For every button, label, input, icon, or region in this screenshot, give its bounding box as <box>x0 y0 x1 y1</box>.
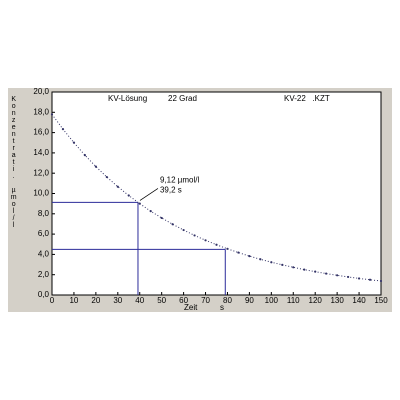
y-tick-label: 16,0 <box>33 128 49 137</box>
header-text: KV-22 .KZT <box>284 94 330 103</box>
data-point <box>182 228 185 232</box>
x-tick-label: 80 <box>223 296 232 305</box>
data-point <box>325 272 328 275</box>
y-tick-label: 10,0 <box>33 189 49 198</box>
x-tick-label: 140 <box>352 296 366 305</box>
y-axis-label: Konzentrati. µmol/l <box>10 96 17 229</box>
data-point <box>127 194 130 197</box>
annotation: 9,12 µmol/l <box>160 176 200 185</box>
data-point <box>171 223 174 226</box>
header-text: 22 Grad <box>168 94 197 103</box>
data-point <box>259 258 262 261</box>
data-point <box>237 251 240 254</box>
x-tick-label: 50 <box>157 296 166 305</box>
x-axis-unit: s <box>220 303 224 312</box>
y-tick-label: 4,0 <box>38 250 50 259</box>
x-tick-label: 30 <box>113 296 122 305</box>
data-point <box>379 279 383 283</box>
x-tick-label: 10 <box>69 296 78 305</box>
x-tick-label: 70 <box>201 296 210 305</box>
data-point <box>248 255 251 258</box>
data-point <box>215 243 218 246</box>
data-point <box>61 128 65 131</box>
y-tick-label: 0,0 <box>38 290 50 299</box>
x-tick-label: 120 <box>309 296 323 305</box>
y-tick-label: 20,0 <box>33 87 49 96</box>
data-point <box>336 274 339 277</box>
data-point <box>72 141 76 144</box>
y-tick-label: 14,0 <box>33 148 49 157</box>
data-point <box>138 202 141 205</box>
data-point <box>160 216 163 220</box>
data-point <box>193 234 196 237</box>
data-point <box>368 278 372 281</box>
y-tick-label: 8,0 <box>38 209 50 218</box>
x-tick-label: 60 <box>179 296 188 305</box>
data-point <box>347 275 350 279</box>
plot-area <box>51 91 382 296</box>
data-point <box>116 185 119 188</box>
data-point <box>226 247 229 250</box>
data-point <box>270 261 273 264</box>
x-tick-label: 130 <box>330 296 344 305</box>
data-point <box>50 113 54 116</box>
data-point <box>105 175 108 179</box>
y-tick-label: 18,0 <box>33 107 49 116</box>
y-tick-label: 2,0 <box>38 270 50 279</box>
data-point <box>149 210 152 213</box>
data-point <box>83 154 86 157</box>
y-tick-label: 12,0 <box>33 168 49 177</box>
data-point <box>292 266 295 269</box>
annotation: 39,2 s <box>160 186 182 195</box>
x-tick-label: 40 <box>135 296 144 305</box>
x-tick-label: 110 <box>287 296 300 305</box>
data-point <box>357 277 361 280</box>
data-point <box>303 268 306 271</box>
x-tick-label: 0 <box>50 296 55 305</box>
x-tick-label: 100 <box>265 296 279 305</box>
annotation-arrow <box>139 188 159 201</box>
y-tick-label: 6,0 <box>38 229 50 238</box>
data-point <box>314 270 317 273</box>
x-tick-label: 90 <box>245 296 254 305</box>
data-point <box>94 165 97 168</box>
data-point <box>281 263 284 266</box>
header-text: KV-Lösung <box>108 94 147 103</box>
data-point <box>204 239 207 242</box>
x-tick-label: 20 <box>91 296 100 305</box>
x-tick-label: 150 <box>374 296 388 305</box>
x-axis-label: Zeit <box>184 303 198 312</box>
